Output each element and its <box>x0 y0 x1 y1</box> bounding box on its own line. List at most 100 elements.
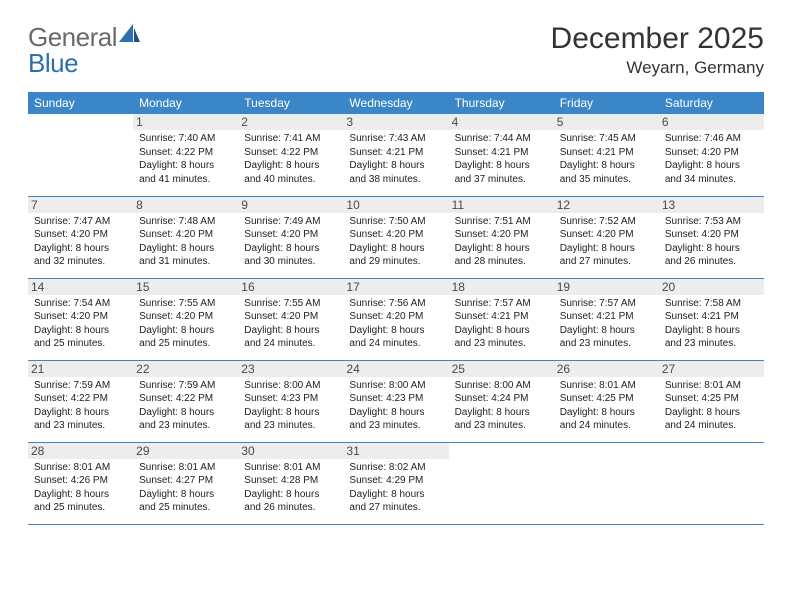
info-d2: and 30 minutes. <box>244 255 337 269</box>
day-info: Sunrise: 7:57 AMSunset: 4:21 PMDaylight:… <box>560 297 653 351</box>
info-d2: and 29 minutes. <box>349 255 442 269</box>
info-d1: Daylight: 8 hours <box>34 324 127 338</box>
info-sunrise: Sunrise: 8:00 AM <box>244 379 337 393</box>
info-d2: and 27 minutes. <box>349 501 442 515</box>
info-d1: Daylight: 8 hours <box>349 488 442 502</box>
info-d1: Daylight: 8 hours <box>455 242 548 256</box>
info-sunrise: Sunrise: 7:48 AM <box>139 215 232 229</box>
day-number: 9 <box>238 197 343 213</box>
info-sunrise: Sunrise: 7:46 AM <box>665 132 758 146</box>
info-d2: and 23 minutes. <box>349 419 442 433</box>
info-d1: Daylight: 8 hours <box>349 159 442 173</box>
day-cell: .. <box>28 114 133 196</box>
info-d2: and 35 minutes. <box>560 173 653 187</box>
page: General December 2025 Weyarn, Germany Bl… <box>0 0 792 547</box>
day-cell: 27Sunrise: 8:01 AMSunset: 4:25 PMDayligh… <box>659 360 764 442</box>
day-number: 21 <box>28 361 133 377</box>
info-sunset: Sunset: 4:21 PM <box>560 146 653 160</box>
info-d2: and 23 minutes. <box>560 337 653 351</box>
info-d1: Daylight: 8 hours <box>34 242 127 256</box>
info-sunset: Sunset: 4:29 PM <box>349 474 442 488</box>
info-sunset: Sunset: 4:20 PM <box>455 228 548 242</box>
day-cell: 14Sunrise: 7:54 AMSunset: 4:20 PMDayligh… <box>28 278 133 360</box>
day-cell: 20Sunrise: 7:58 AMSunset: 4:21 PMDayligh… <box>659 278 764 360</box>
info-sunset: Sunset: 4:20 PM <box>349 228 442 242</box>
day-info: Sunrise: 8:01 AMSunset: 4:25 PMDaylight:… <box>665 379 758 433</box>
info-d1: Daylight: 8 hours <box>349 324 442 338</box>
info-d1: Daylight: 8 hours <box>349 406 442 420</box>
info-d2: and 34 minutes. <box>665 173 758 187</box>
info-d1: Daylight: 8 hours <box>139 488 232 502</box>
info-sunset: Sunset: 4:23 PM <box>244 392 337 406</box>
info-d2: and 31 minutes. <box>139 255 232 269</box>
day-cell: 8Sunrise: 7:48 AMSunset: 4:20 PMDaylight… <box>133 196 238 278</box>
dayhead-wed: Wednesday <box>343 92 448 114</box>
info-sunset: Sunset: 4:20 PM <box>244 228 337 242</box>
day-info: Sunrise: 8:01 AMSunset: 4:28 PMDaylight:… <box>244 461 337 515</box>
day-info: Sunrise: 8:02 AMSunset: 4:29 PMDaylight:… <box>349 461 442 515</box>
info-sunset: Sunset: 4:20 PM <box>34 228 127 242</box>
info-d1: Daylight: 8 hours <box>455 324 548 338</box>
day-info: Sunrise: 7:40 AMSunset: 4:22 PMDaylight:… <box>139 132 232 186</box>
calendar-table: Sunday Monday Tuesday Wednesday Thursday… <box>28 92 764 525</box>
day-info: Sunrise: 8:00 AMSunset: 4:24 PMDaylight:… <box>455 379 548 433</box>
logo-text-2: Blue <box>28 48 78 78</box>
day-cell: 17Sunrise: 7:56 AMSunset: 4:20 PMDayligh… <box>343 278 448 360</box>
day-info: Sunrise: 7:48 AMSunset: 4:20 PMDaylight:… <box>139 215 232 269</box>
info-sunrise: Sunrise: 8:02 AM <box>349 461 442 475</box>
day-number: 19 <box>554 279 659 295</box>
info-sunset: Sunset: 4:22 PM <box>139 146 232 160</box>
day-info: Sunrise: 8:01 AMSunset: 4:27 PMDaylight:… <box>139 461 232 515</box>
month-title: December 2025 <box>551 22 764 56</box>
title-block: December 2025 Weyarn, Germany <box>551 22 764 78</box>
info-d1: Daylight: 8 hours <box>244 159 337 173</box>
dayhead-mon: Monday <box>133 92 238 114</box>
day-info: Sunrise: 7:59 AMSunset: 4:22 PMDaylight:… <box>139 379 232 433</box>
day-cell: 2Sunrise: 7:41 AMSunset: 4:22 PMDaylight… <box>238 114 343 196</box>
day-number: 20 <box>659 279 764 295</box>
info-d2: and 26 minutes. <box>244 501 337 515</box>
info-sunset: Sunset: 4:21 PM <box>455 146 548 160</box>
day-info: Sunrise: 7:57 AMSunset: 4:21 PMDaylight:… <box>455 297 548 351</box>
day-number: 6 <box>659 114 764 130</box>
info-d2: and 41 minutes. <box>139 173 232 187</box>
info-d1: Daylight: 8 hours <box>665 324 758 338</box>
info-sunset: Sunset: 4:21 PM <box>455 310 548 324</box>
week-row: 14Sunrise: 7:54 AMSunset: 4:20 PMDayligh… <box>28 278 764 360</box>
day-info: Sunrise: 7:55 AMSunset: 4:20 PMDaylight:… <box>244 297 337 351</box>
day-cell: 16Sunrise: 7:55 AMSunset: 4:20 PMDayligh… <box>238 278 343 360</box>
info-d2: and 23 minutes. <box>139 419 232 433</box>
day-info: Sunrise: 7:43 AMSunset: 4:21 PMDaylight:… <box>349 132 442 186</box>
day-number: 7 <box>28 197 133 213</box>
info-sunrise: Sunrise: 7:59 AM <box>139 379 232 393</box>
info-sunset: Sunset: 4:20 PM <box>244 310 337 324</box>
day-cell: 21Sunrise: 7:59 AMSunset: 4:22 PMDayligh… <box>28 360 133 442</box>
info-d2: and 32 minutes. <box>34 255 127 269</box>
day-number: 12 <box>554 197 659 213</box>
info-sunset: Sunset: 4:22 PM <box>244 146 337 160</box>
info-sunrise: Sunrise: 7:59 AM <box>34 379 127 393</box>
info-d2: and 24 minutes. <box>560 419 653 433</box>
info-d1: Daylight: 8 hours <box>349 242 442 256</box>
info-d1: Daylight: 8 hours <box>34 488 127 502</box>
info-sunrise: Sunrise: 7:44 AM <box>455 132 548 146</box>
day-number: 29 <box>133 443 238 459</box>
day-number: 24 <box>343 361 448 377</box>
info-sunrise: Sunrise: 7:55 AM <box>139 297 232 311</box>
info-d2: and 25 minutes. <box>34 337 127 351</box>
dayhead-thu: Thursday <box>449 92 554 114</box>
day-header-row: Sunday Monday Tuesday Wednesday Thursday… <box>28 92 764 114</box>
header: General December 2025 Weyarn, Germany <box>28 22 764 78</box>
day-cell: 25Sunrise: 8:00 AMSunset: 4:24 PMDayligh… <box>449 360 554 442</box>
info-d2: and 25 minutes. <box>34 501 127 515</box>
day-info: Sunrise: 7:54 AMSunset: 4:20 PMDaylight:… <box>34 297 127 351</box>
day-number: 4 <box>449 114 554 130</box>
day-number: 30 <box>238 443 343 459</box>
info-sunrise: Sunrise: 8:00 AM <box>455 379 548 393</box>
calendar-body: ..1Sunrise: 7:40 AMSunset: 4:22 PMDaylig… <box>28 114 764 524</box>
day-cell: 28Sunrise: 8:01 AMSunset: 4:26 PMDayligh… <box>28 442 133 524</box>
info-d2: and 23 minutes. <box>34 419 127 433</box>
info-sunset: Sunset: 4:20 PM <box>139 310 232 324</box>
info-d1: Daylight: 8 hours <box>560 159 653 173</box>
info-sunrise: Sunrise: 7:45 AM <box>560 132 653 146</box>
